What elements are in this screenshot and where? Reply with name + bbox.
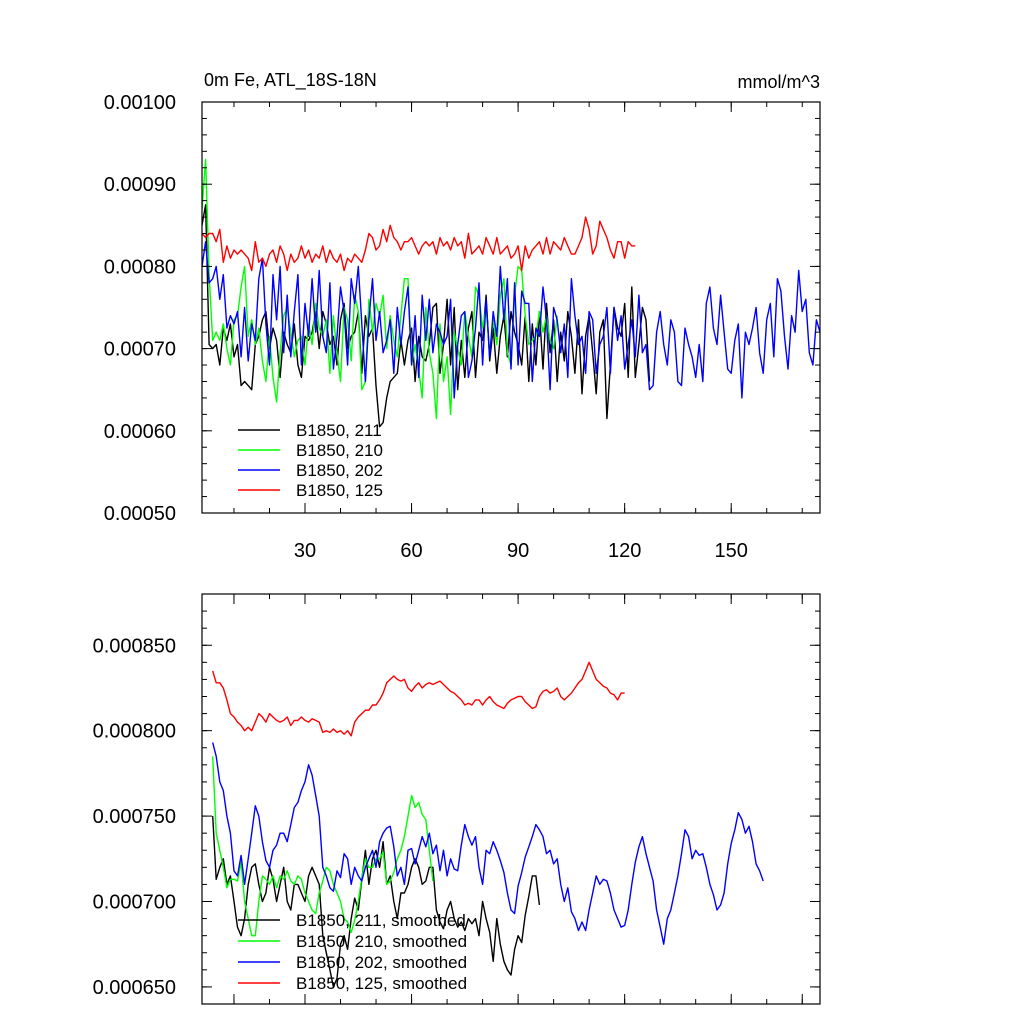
legend-label: B1850, 125 [296,481,383,500]
x-tick-label: 150 [715,540,748,562]
series-line-3 [202,240,820,399]
series-line-3 [212,742,764,945]
legend-label: B1850, 202, smoothed [296,953,467,972]
series-line-4 [202,216,636,272]
y-tick-label: 0.000750 [93,806,176,828]
x-tick-label: 30 [294,540,316,562]
x-tick-label: 60 [400,540,422,562]
plot-frame [201,593,821,1005]
y-tick-label: 0.00100 [104,92,176,114]
plot-frame [201,101,821,514]
series-line-4 [212,661,625,737]
legend-label: B1850, 125, smoothed [296,974,467,993]
plot-panel-1: 0.00050 0.00060 0.00070 0.00080 0.00090 0.001… [104,70,821,562]
legend-label: B1850, 202 [296,461,383,480]
series-line-2 [212,756,434,937]
legend-label: B1850, 210, smoothed [296,932,467,951]
legend: B1850, 211, smoothed B1850, 210, smoothed… [238,911,467,993]
y-tick-label: 0.00070 [104,339,176,361]
chart-title: 0m Fe, ATL_18S-18N [204,70,377,91]
plot-panel-2: 0.000650 0.000700 0.000750 0.000800 0.000850… [93,593,821,1005]
x-tick-label: 90 [507,540,529,562]
x-tick-label: 120 [608,540,641,562]
y-tick-label: 0.00090 [104,174,176,196]
y-tick-label: 0.00060 [104,421,176,443]
y-tick-label: 0.00080 [104,256,176,278]
y-tick-label: 0.000700 [93,892,176,914]
units-label: mmol/m^3 [738,72,820,92]
y-tick-label: 0.000650 [93,977,176,999]
y-tick-label: 0.00050 [104,503,176,525]
series-line-2 [202,158,558,420]
legend-label: B1850, 211 [296,421,382,440]
legend-label: B1850, 210 [296,441,383,460]
y-tick-label: 0.000800 [93,721,176,743]
legend-label: B1850, 211, smoothed [296,911,466,930]
y-tick-label: 0.000850 [93,635,176,657]
series-line-1 [202,204,651,428]
series-line-1 [212,816,541,988]
